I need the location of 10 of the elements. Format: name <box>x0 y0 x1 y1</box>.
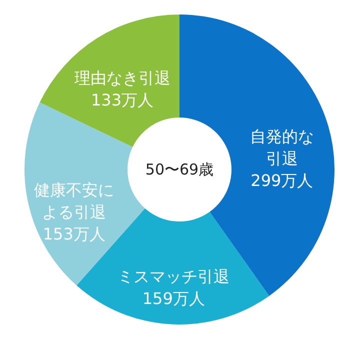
slice-label: ミスマッチ引退 <box>118 266 230 286</box>
slice-label: 理由なき引退 <box>74 68 170 88</box>
data-label: 159万人 <box>142 288 205 308</box>
text: 50〜69歳 <box>145 160 214 178</box>
data-label: 153万人 <box>42 224 106 244</box>
donut-slice <box>40 14 180 147</box>
data-label: 133万人 <box>90 90 154 110</box>
slice-label: 健康不安による引退 <box>34 180 114 222</box>
data-label: 299万人 <box>250 170 314 190</box>
slice-label: 自発的な引退 <box>250 126 314 168</box>
